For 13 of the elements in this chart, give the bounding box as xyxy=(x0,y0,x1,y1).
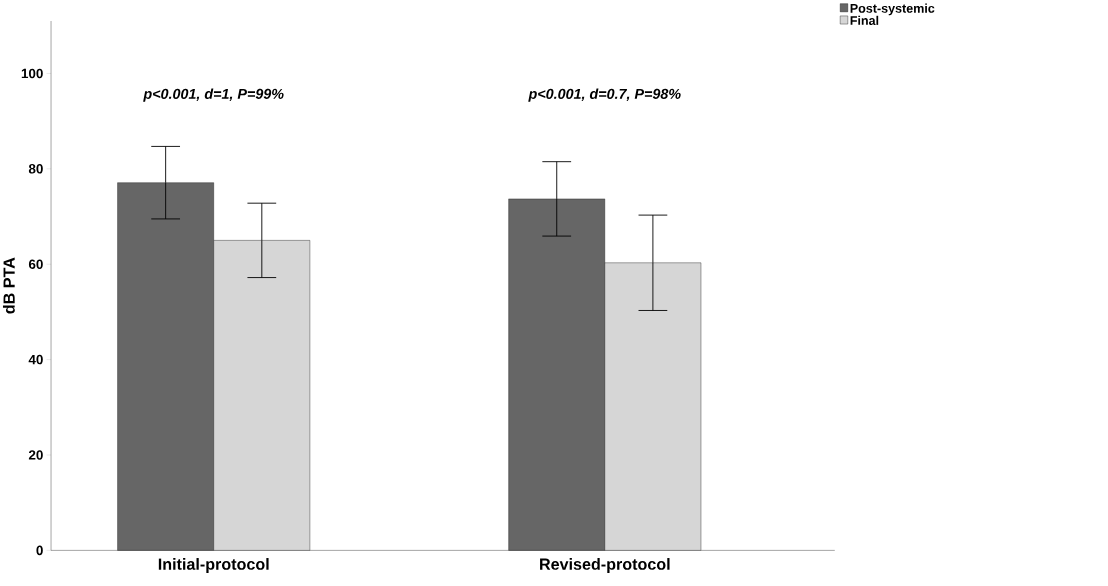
y-tick-label: 40 xyxy=(28,354,43,365)
x-tick-label: Initial-protocol xyxy=(158,557,269,573)
y-axis-title: dB PTA xyxy=(2,257,15,314)
x-tick-label: Revised-protocol xyxy=(540,557,670,573)
y-tick-label: 100 xyxy=(21,68,43,79)
legend-label: Final xyxy=(850,15,879,25)
y-tick-label: 20 xyxy=(28,450,43,460)
y-tick-label: 0 xyxy=(36,545,43,555)
annotation: p<0.001, d=0.7, P=98% xyxy=(528,88,681,102)
y-tick-label: 80 xyxy=(28,163,43,174)
legend-label: Post-systemic xyxy=(850,3,935,16)
annotation: p<0.001, d=1, P=99% xyxy=(143,88,284,102)
y-tick-label: 60 xyxy=(28,259,43,269)
